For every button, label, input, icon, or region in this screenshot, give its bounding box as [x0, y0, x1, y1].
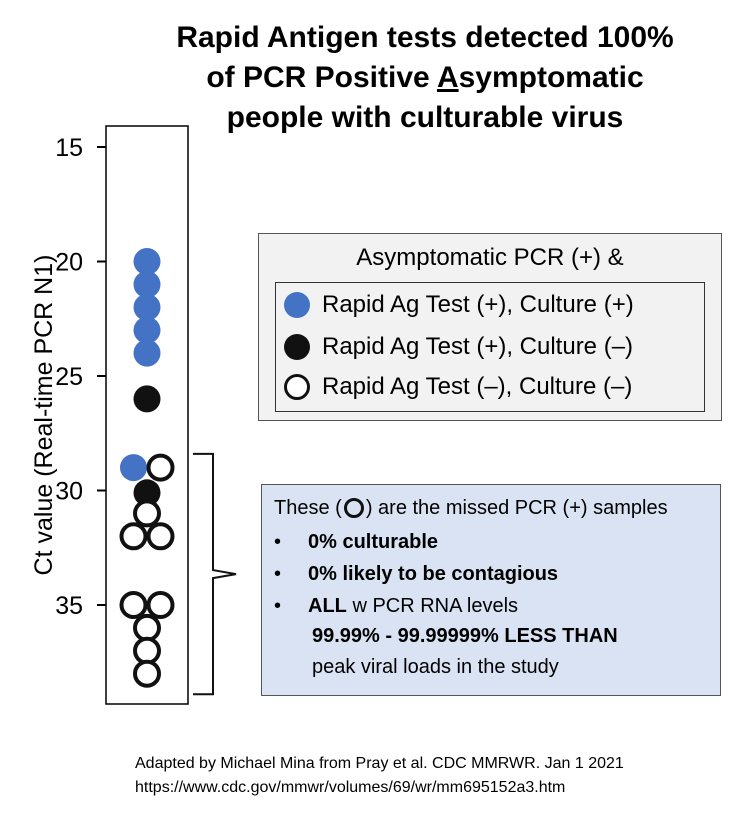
note-intro-before: These ( — [274, 497, 342, 519]
note-bullet-1: • 0% culturable — [274, 531, 438, 554]
legend-items: Rapid Ag Test (+), Culture (+) Rapid Ag … — [275, 282, 705, 412]
point-open — [119, 591, 148, 619]
point-open — [133, 499, 161, 528]
bullet-icon: • — [274, 531, 282, 553]
point-open — [133, 659, 161, 688]
annotation-box: These () are the missed PCR (+) samples … — [261, 484, 721, 696]
point-blue — [120, 454, 147, 482]
y-axis: 15 20 25 30 35 — [55, 134, 106, 620]
note-line-bold: 99.99% - 99.99999% LESS THAN — [312, 625, 618, 647]
legend-item-open: Rapid Ag Test (–), Culture (–) — [284, 369, 632, 405]
title-line-2: of PCR Positive Asymptomatic — [130, 58, 720, 98]
bracket — [193, 452, 237, 696]
note-intro-after: ) are the missed PCR (+) samples — [365, 497, 668, 519]
legend-label-3: Rapid Ag Test (–), Culture (–) — [322, 373, 633, 400]
footer: Adapted by Michael Mina from Pray et al.… — [135, 752, 624, 800]
y-axis-label: Ct value (Real-time PCR N1) — [30, 255, 58, 576]
black-dot-icon — [284, 334, 310, 360]
point-blue — [133, 293, 161, 321]
point-blue — [133, 270, 161, 298]
title-line-2-text: of PCR Positive — [206, 61, 437, 94]
legend-label-2: Rapid Ag Test (+), Culture (–) — [322, 333, 634, 360]
legend: Asymptomatic PCR (+) & Rapid Ag Test (+)… — [258, 233, 722, 421]
note-bullet-1-text: 0% culturable — [308, 531, 439, 553]
note-bullet-3-rest: w PCR RNA levels — [346, 595, 519, 617]
note-bullet-2: • 0% likely to be contagious — [274, 563, 558, 586]
y-tick-label: 35 — [55, 592, 83, 620]
title-line-3: people with culturable virus — [226, 101, 624, 134]
bullet-icon: • — [274, 563, 282, 585]
footer-line-2: https://www.cdc.gov/mmwr/volumes/69/wr/m… — [135, 779, 566, 796]
note-line-last: peak viral loads in the study — [312, 656, 559, 678]
legend-header: Asymptomatic PCR (+) & — [356, 244, 624, 271]
note-intro: These ( ) are the missed PCR (+) samples — [274, 497, 668, 520]
legend-label-1: Rapid Ag Test (+), Culture (+) — [322, 291, 634, 318]
note-bullet-3: • ALL w PCR RNA levels — [274, 595, 518, 618]
point-black — [133, 385, 161, 413]
point-open — [119, 522, 148, 551]
y-tick-label: 20 — [55, 249, 83, 277]
legend-item-black: Rapid Ag Test (+), Culture (–) — [284, 329, 633, 365]
data-points — [119, 248, 175, 688]
open-circle-icon — [343, 498, 364, 518]
legend-item-blue: Rapid Ag Test (+), Culture (+) — [284, 287, 634, 323]
footer-line-1: Adapted by Michael Mina from Pray et al.… — [135, 755, 624, 772]
title-line-2-rest: symptomatic — [458, 61, 644, 94]
blue-dot-icon — [284, 292, 310, 318]
y-tick-label: 30 — [55, 478, 83, 506]
note-bullet-3-bold: ALL — [308, 595, 347, 617]
point-black — [133, 479, 161, 507]
point-open — [133, 613, 161, 642]
point-open — [133, 636, 161, 665]
point-open — [146, 591, 175, 619]
title-line-1: Rapid Antigen tests detected 100% — [176, 21, 674, 54]
point-blue — [133, 248, 161, 275]
note-bullet-2-text: 0% likely to be contagious — [308, 563, 559, 585]
title-underlined-letter: A — [436, 61, 459, 94]
open-circle-icon — [284, 374, 310, 400]
y-tick-label: 25 — [55, 363, 83, 391]
point-open — [146, 522, 175, 551]
point-blue — [133, 339, 161, 367]
chart-title: Rapid Antigen tests detected 100% of PCR… — [130, 18, 720, 138]
point-blue — [133, 316, 161, 344]
point-open — [146, 453, 175, 482]
y-tick-label: 15 — [55, 134, 83, 162]
bullet-icon: • — [274, 595, 282, 617]
